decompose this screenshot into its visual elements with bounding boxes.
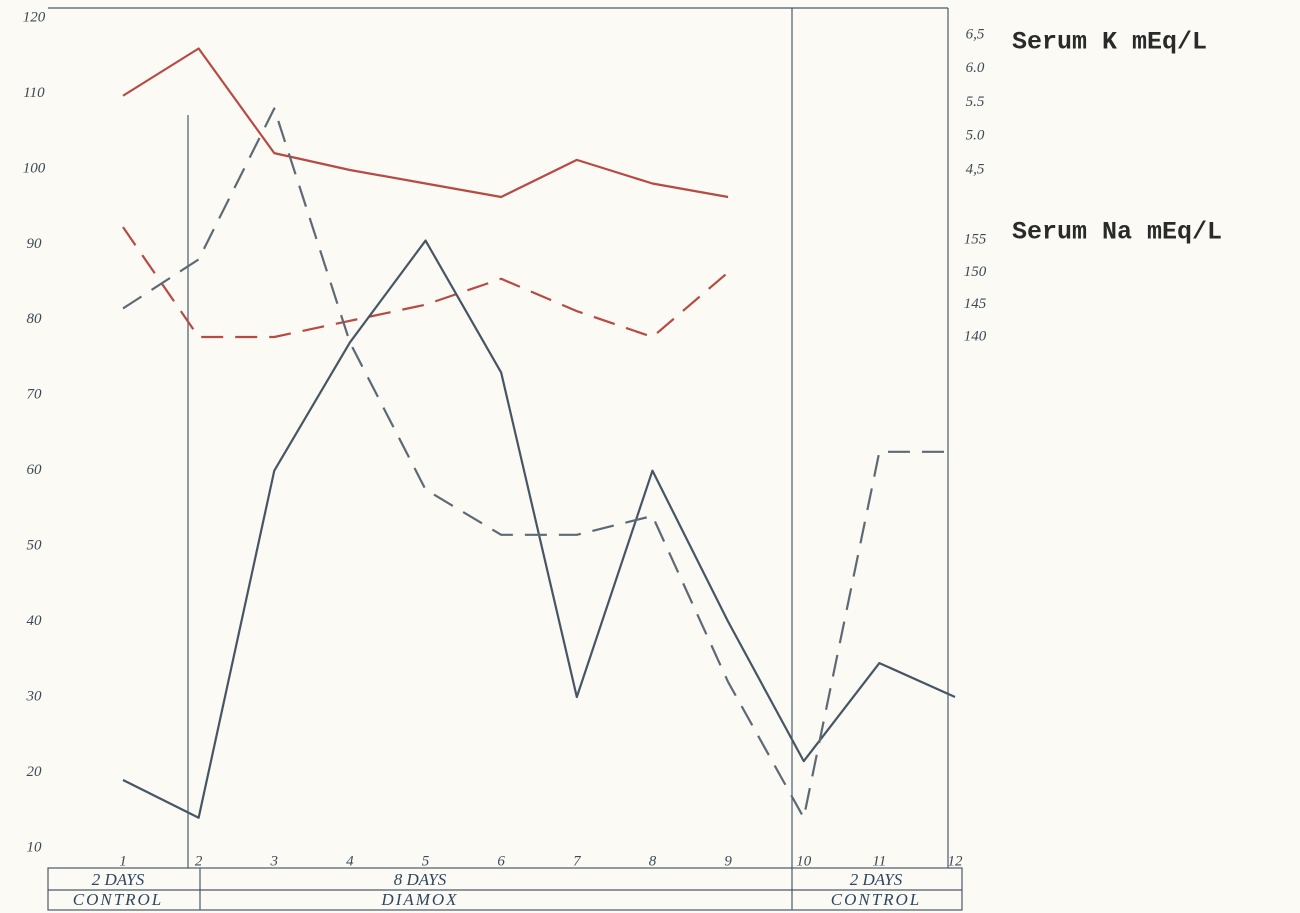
- y2-tick-label: 6,5: [966, 26, 985, 42]
- data-line: [123, 241, 955, 818]
- data-line: [123, 49, 728, 198]
- y3-tick-label: 150: [964, 264, 987, 280]
- y2-tick-label: 5.0: [966, 128, 985, 144]
- y2-tick-label: 6.0: [966, 60, 985, 76]
- x-tick-label: 10: [796, 853, 812, 869]
- y-tick-label: 90: [27, 236, 43, 252]
- x-tick-label: 6: [497, 853, 505, 869]
- y-tick-label: 10: [27, 839, 43, 855]
- x-tick-label: 1: [119, 853, 127, 869]
- period-treatment: DIAMOX: [380, 890, 458, 909]
- period-treatment: CONTROL: [831, 890, 922, 909]
- y-tick-label: 60: [27, 462, 43, 478]
- y3-tick-label: 155: [964, 231, 987, 247]
- x-tick-label: 2: [195, 853, 203, 869]
- x-tick-label: 4: [346, 853, 354, 869]
- x-tick-label: 5: [422, 853, 430, 869]
- data-line: [123, 227, 728, 337]
- period-duration: 2 DAYS: [92, 870, 145, 889]
- period-duration: 2 DAYS: [850, 870, 903, 889]
- x-tick-label: 9: [724, 853, 732, 869]
- y-tick-label: 80: [27, 311, 43, 327]
- y3-tick-label: 140: [964, 328, 987, 344]
- y2-tick-label: 5.5: [966, 94, 985, 110]
- y-tick-label: 110: [23, 85, 45, 101]
- y3-tick-label: 145: [964, 296, 987, 312]
- period-treatment: CONTROL: [73, 890, 164, 909]
- y-tick-label: 30: [26, 688, 43, 704]
- x-tick-label: 11: [872, 853, 886, 869]
- y3-axis-title: Serum Na mEq/L: [1012, 218, 1222, 247]
- x-tick-label: 8: [649, 853, 657, 869]
- x-tick-label: 3: [270, 853, 279, 869]
- y2-axis-title: Serum K mEq/L: [1012, 28, 1207, 57]
- y-tick-label: 40: [27, 613, 43, 629]
- period-duration: 8 DAYS: [394, 870, 447, 889]
- data-line: [123, 109, 955, 818]
- x-tick-label: 7: [573, 853, 582, 869]
- y-tick-label: 50: [27, 538, 43, 554]
- y-tick-label: 70: [27, 387, 43, 403]
- x-tick-label: 12: [948, 853, 964, 869]
- y-tick-label: 100: [23, 160, 46, 176]
- period-table: [48, 868, 962, 910]
- y-tick-label: 120: [23, 9, 46, 25]
- y-tick-label: 20: [27, 764, 43, 780]
- chart: Serum K mEq/L Serum Na mEq/L 10 20 30 40 50 6…: [0, 0, 1300, 913]
- y2-tick-label: 4,5: [966, 161, 985, 177]
